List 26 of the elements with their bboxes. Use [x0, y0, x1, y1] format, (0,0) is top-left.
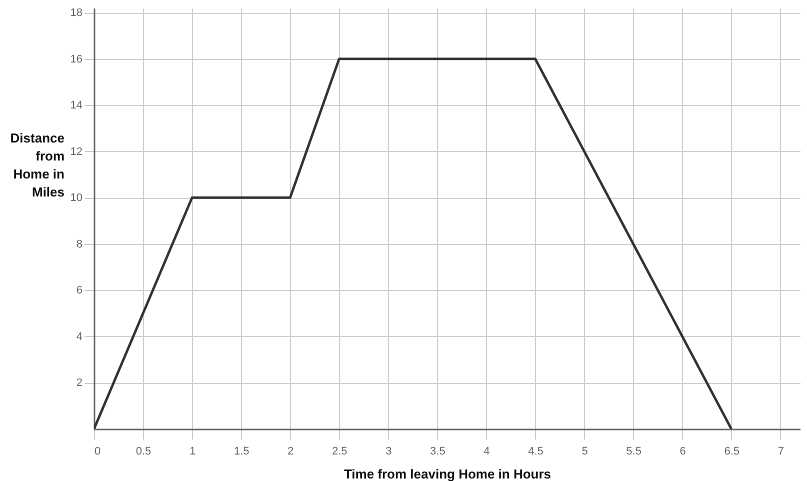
y-tick-label: 12	[70, 146, 82, 158]
x-tick-label: 0.5	[136, 446, 152, 458]
x-tick-label: 2.5	[332, 446, 348, 458]
y-tick-label: 10	[70, 192, 82, 204]
y-tick-label: 2	[76, 377, 82, 390]
x-tick-label: 3	[386, 446, 392, 458]
y-tick-label: 8	[76, 238, 82, 250]
x-tick-label: 7	[778, 446, 784, 458]
x-tick-label: 0	[94, 446, 101, 458]
x-tick-label: 5	[582, 446, 588, 458]
y-tick-label: 18	[70, 7, 82, 20]
y-tick-label: 4	[76, 330, 82, 343]
x-tick-label: 6	[680, 446, 686, 458]
y-tick-label: 14	[70, 100, 82, 112]
x-tick-label: 2	[288, 446, 294, 458]
x-tick-label: 6.5	[724, 446, 740, 458]
y-axis-title: Distance from Home in Miles	[10, 130, 65, 200]
x-tick-label: 1.5	[234, 446, 250, 458]
x-axis-title: Time from leaving Home in Hours	[344, 466, 552, 481]
x-tick-label: 1	[189, 446, 196, 458]
x-tick-label: 4.5	[528, 446, 544, 458]
y-tick-label: 16	[70, 53, 82, 66]
x-tick-label: 5.5	[626, 446, 642, 458]
y-tick-label: 6	[76, 284, 82, 297]
x-tick-label: 3.5	[430, 446, 446, 458]
x-tick-label: 4	[484, 446, 490, 458]
